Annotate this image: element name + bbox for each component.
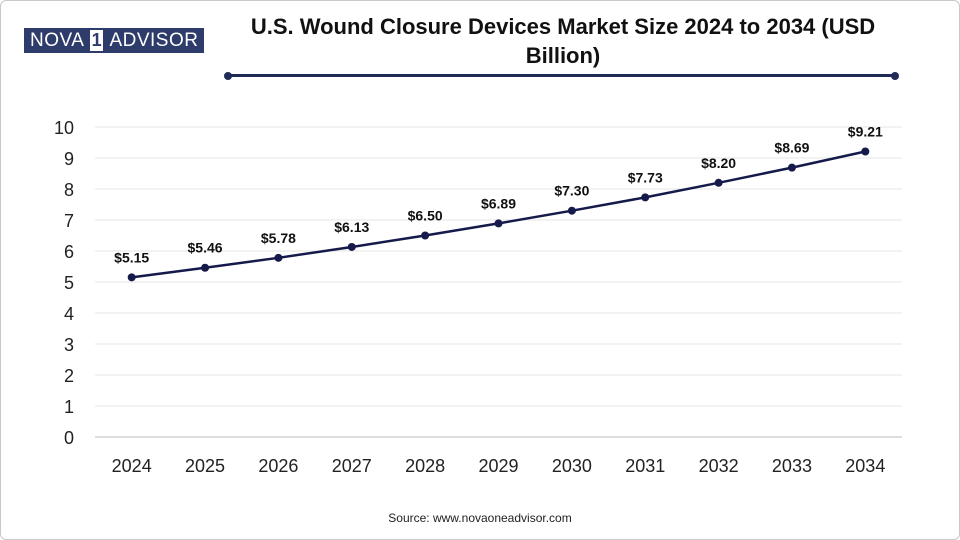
x-tick-label: 2028	[405, 456, 445, 476]
x-tick-label: 2024	[112, 456, 152, 476]
data-label: $9.21	[848, 123, 883, 139]
data-point	[567, 206, 576, 215]
data-label: $8.20	[701, 155, 736, 171]
series-line	[131, 150, 866, 279]
data-point	[714, 178, 723, 187]
data-label: $6.89	[481, 195, 516, 211]
data-label: $5.78	[261, 230, 296, 246]
brand-logo: NOVA 1 ADVISOR	[24, 28, 205, 53]
x-tick-label: 2030	[552, 456, 592, 476]
data-label: $5.15	[114, 249, 149, 265]
source-note: Source: www.novaoneadvisor.com	[388, 511, 572, 525]
y-tick-label: 10	[54, 118, 74, 138]
x-tick-label: 2034	[845, 456, 885, 476]
x-tick-label: 2029	[478, 456, 518, 476]
x-tick-label: 2027	[332, 456, 372, 476]
brand-name-left: NOVA	[24, 28, 89, 53]
data-point	[787, 163, 796, 172]
data-label: $7.30	[554, 183, 589, 199]
data-point	[127, 273, 136, 282]
data-label: $6.13	[334, 219, 369, 235]
x-tick-label: 2025	[185, 456, 225, 476]
data-label: $7.73	[628, 169, 663, 185]
y-tick-label: 6	[64, 242, 74, 262]
data-point	[641, 193, 650, 202]
y-tick-label: 3	[64, 335, 74, 355]
y-tick-label: 7	[64, 211, 74, 231]
chart-title: U.S. Wound Closure Devices Market Size 2…	[250, 14, 876, 68]
data-point	[274, 253, 283, 262]
title-rule	[224, 71, 899, 80]
x-tick-label: 2026	[258, 456, 298, 476]
brand-name-right: ADVISOR	[105, 28, 205, 53]
data-label: $8.69	[774, 140, 809, 156]
y-tick-label: 4	[64, 304, 74, 324]
data-label: $6.50	[408, 208, 443, 224]
y-tick-label: 5	[64, 273, 74, 293]
brand-mark: 1	[88, 28, 106, 53]
y-tick-label: 8	[64, 180, 74, 200]
data-point	[347, 242, 356, 251]
x-tick-label: 2031	[625, 456, 665, 476]
x-tick-label: 2033	[772, 456, 812, 476]
rule-dot-right	[891, 71, 899, 80]
data-point	[421, 231, 430, 240]
x-tick-label: 2032	[699, 456, 739, 476]
data-point	[861, 147, 870, 156]
y-tick-label: 9	[64, 149, 74, 169]
y-tick-label: 1	[64, 397, 74, 417]
data-point	[494, 219, 503, 228]
rule-dot-left	[224, 71, 232, 80]
y-tick-label: 2	[64, 366, 74, 386]
y-tick-label: 0	[64, 428, 74, 448]
data-point	[201, 263, 210, 272]
data-label: $5.46	[188, 240, 223, 256]
